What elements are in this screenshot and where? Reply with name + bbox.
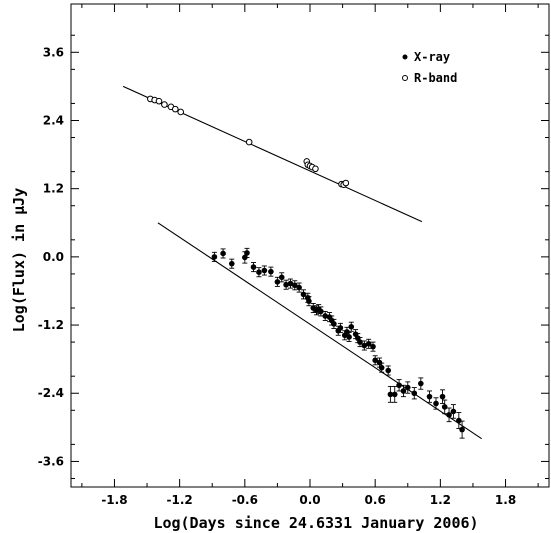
x-tick-label: 1.2	[430, 493, 451, 507]
legend-marker-rband	[402, 75, 408, 81]
plot-frame	[70, 3, 550, 488]
x-ray-point	[404, 384, 411, 391]
x-ray-point	[261, 267, 268, 274]
x-axis-ticks: -1.8 -1.2 -0.6 0.0 0.6 1.2 1.8	[81, 4, 539, 507]
r-band-point	[342, 179, 350, 187]
r-band-point	[245, 138, 253, 146]
fit-lines	[122, 85, 482, 440]
x-ray-point	[256, 269, 262, 276]
x-tick-label: -1.8	[101, 493, 127, 507]
r-band-point	[161, 101, 168, 108]
x-ray-point	[446, 412, 452, 418]
x-ray-point	[220, 250, 226, 257]
x-ray-point	[441, 404, 448, 410]
x-ray-point	[456, 417, 462, 424]
x-ray-point	[291, 282, 298, 289]
x-ray-point	[439, 393, 446, 400]
x-ray-point	[372, 357, 378, 364]
y-tick-label: -3.6	[38, 454, 64, 468]
y-axis-ticks: 3.6 2.4 1.2 0.0 -1.2 -2.4 -3.6	[38, 34, 549, 479]
x-ray-point	[322, 313, 329, 319]
y-tick-label: -2.4	[38, 386, 64, 400]
x-ray-point	[411, 390, 418, 397]
x-ray-point	[287, 280, 294, 287]
y-tick-label: 0.0	[43, 250, 64, 264]
x-tick-label: 1.8	[495, 493, 516, 507]
x-ray-point	[268, 268, 274, 275]
r-band-point	[155, 97, 163, 105]
x-ray-point	[459, 426, 465, 433]
x-ray-point	[387, 391, 394, 398]
x-tick-label: 0.0	[299, 493, 320, 507]
y-tick-label: 3.6	[43, 45, 64, 59]
x-ray-point	[433, 400, 439, 407]
y-axis-title: Log(Flux) in μJy	[10, 188, 28, 333]
legend-label-rband: R-band	[414, 71, 457, 85]
x-ray-point	[400, 388, 407, 394]
x-ray-point	[348, 323, 355, 330]
x-ray-point	[426, 393, 433, 400]
x-ray-point	[283, 281, 289, 288]
x-ray-point	[376, 359, 383, 366]
x-ray-point	[250, 264, 257, 270]
x-ray-point	[344, 329, 350, 335]
x-ray-point	[396, 382, 402, 389]
x-ray-point	[418, 380, 424, 387]
r-band-point	[171, 105, 179, 113]
x-ray-point	[346, 334, 352, 340]
x-axis-title: Log(Days since 24.6331 January 2006)	[153, 514, 478, 532]
y-tick-label: -1.2	[38, 318, 64, 332]
x-tick-label: -1.2	[167, 493, 193, 507]
x-ray-point	[365, 341, 372, 347]
legend-label-xray: X-ray	[414, 50, 450, 64]
data-points	[147, 95, 465, 439]
x-ray-point	[370, 343, 376, 350]
legend: X-ray R-band	[402, 50, 457, 85]
x-ray-point	[391, 391, 398, 398]
x-ray-point	[211, 254, 218, 260]
y-tick-label: 2.4	[43, 113, 64, 127]
x-ray-point	[300, 291, 307, 298]
legend-marker-xray	[402, 54, 408, 60]
x-ray-fit-line	[157, 222, 482, 440]
x-ray-point	[296, 284, 302, 291]
x-ray-point	[228, 260, 235, 267]
x-ray-point	[244, 250, 250, 256]
r-band-point	[312, 165, 319, 173]
x-ray-point	[274, 279, 281, 285]
x-ray-point	[306, 298, 312, 304]
x-ray-point	[450, 408, 457, 415]
x-ray-point	[357, 339, 363, 345]
x-ray-point	[385, 367, 392, 374]
y-tick-label: 1.2	[43, 182, 64, 196]
x-ray-point	[278, 274, 285, 281]
x-ray-point	[361, 342, 368, 349]
x-tick-label: -0.6	[232, 493, 258, 507]
x-tick-label: 0.6	[365, 493, 386, 507]
x-ray-point	[378, 364, 385, 371]
x-ray-point	[318, 308, 324, 315]
r-band-point	[177, 108, 185, 116]
x-ray-point	[337, 325, 344, 331]
x-ray-point	[331, 321, 337, 327]
